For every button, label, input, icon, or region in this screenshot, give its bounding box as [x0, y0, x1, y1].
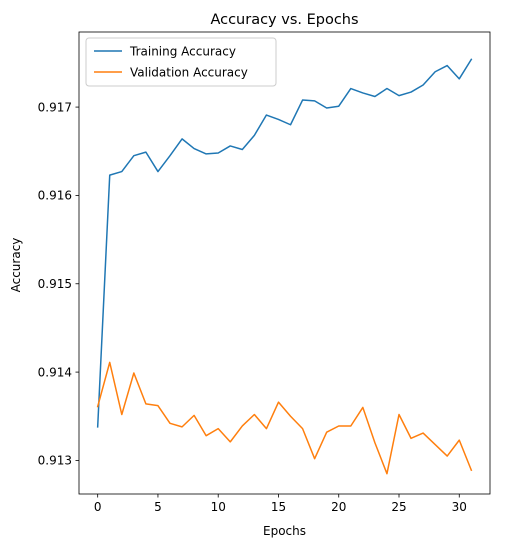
y-axis-title: Accuracy [9, 238, 23, 293]
legend-box [85, 37, 277, 87]
x-tick-label: 5 [154, 500, 162, 514]
chart-title: Accuracy vs. Epochs [210, 12, 358, 28]
legend-label-training: Training Accuracy [129, 44, 236, 58]
x-tick-label: 20 [331, 500, 346, 514]
y-tick-label: 0.913 [38, 454, 72, 468]
y-tick-label: 0.917 [38, 100, 72, 114]
plot-frame [78, 31, 491, 495]
legend-label-validation: Validation Accuracy [130, 65, 248, 79]
y-tick-label: 0.914 [38, 365, 72, 379]
axes: 0 5 10 15 20 25 30 0.913 0.914 0.915 0.916 0.917 [38, 31, 491, 514]
x-axis-title: Epochs [263, 524, 306, 538]
x-tick-label: 30 [452, 500, 467, 514]
x-tick-label: 0 [94, 500, 102, 514]
plot-area [96, 58, 473, 475]
x-tick-label: 10 [211, 500, 226, 514]
x-tick-label: 15 [271, 500, 286, 514]
series-line-validation [96, 361, 473, 475]
x-tick-label: 25 [391, 500, 406, 514]
series-line-training [96, 58, 473, 428]
y-tick-label: 0.915 [38, 277, 72, 291]
y-tick-label: 0.916 [38, 189, 72, 203]
legend: Training Accuracy Validation Accuracy [85, 37, 277, 87]
